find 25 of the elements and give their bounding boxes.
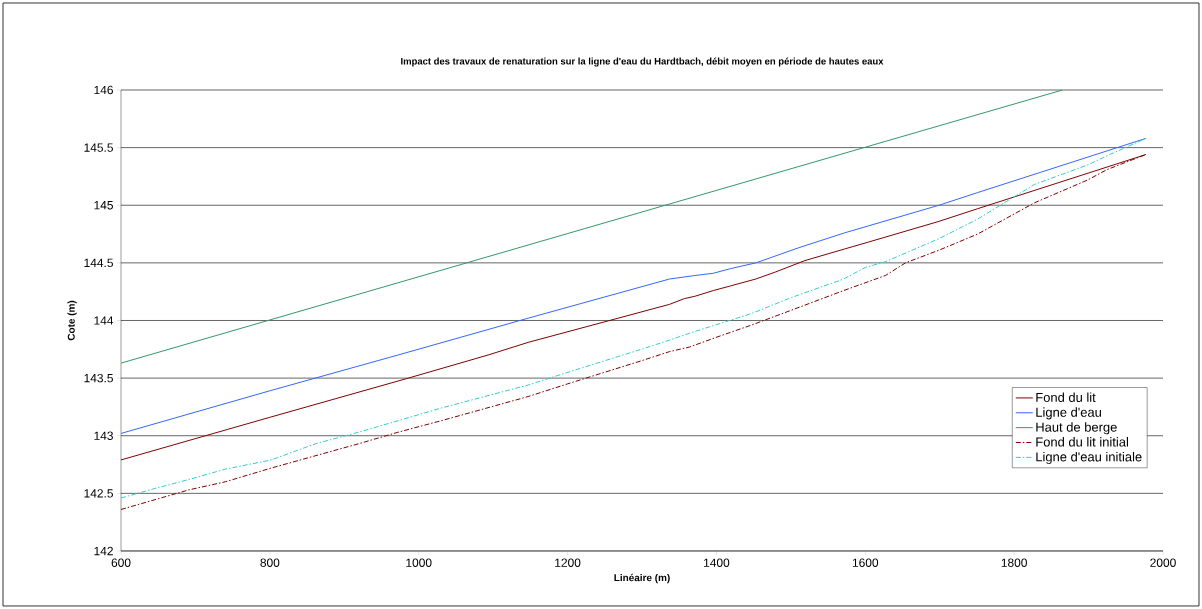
legend-label: Haut de berge [1036, 422, 1117, 435]
y-tick-label: 146 [94, 85, 113, 95]
x-tick-label: 800 [260, 558, 280, 567]
legend-label: Ligne d'eau [1036, 407, 1101, 420]
x-tick-label: 1200 [555, 558, 581, 567]
x-tick-label: 2000 [1150, 558, 1176, 567]
legend-label: Fond du lit initial [1036, 437, 1128, 447]
chart-title: Impact des travaux de renaturation sur la ligne d'eau du Hardtbach, débit moyen en période de hautes eaux [401, 57, 884, 67]
y-axis-title: Cote (m) [67, 300, 77, 341]
legend-label: Fond du lit [1036, 392, 1096, 402]
y-tick-label: 143 [94, 431, 113, 440]
y-tick-label: 142 [94, 546, 113, 556]
x-tick-label: 1400 [704, 558, 730, 567]
y-tick-label: 144.5 [84, 258, 113, 268]
x-tick-label: 600 [111, 558, 131, 567]
y-tick-label: 144 [94, 316, 114, 325]
y-tick-label: 143.5 [84, 373, 113, 383]
y-tick-label: 142.5 [84, 489, 113, 498]
x-tick-label: 1800 [1001, 558, 1027, 567]
legend-label: Ligne d'eau initiale [1036, 451, 1142, 465]
x-tick-label: 1000 [406, 558, 432, 567]
y-tick-label: 145.5 [84, 143, 113, 152]
x-tick-label: 1600 [852, 558, 879, 567]
y-tick-label: 145 [94, 201, 113, 210]
x-axis-title: Linéaire (m) [614, 573, 670, 584]
